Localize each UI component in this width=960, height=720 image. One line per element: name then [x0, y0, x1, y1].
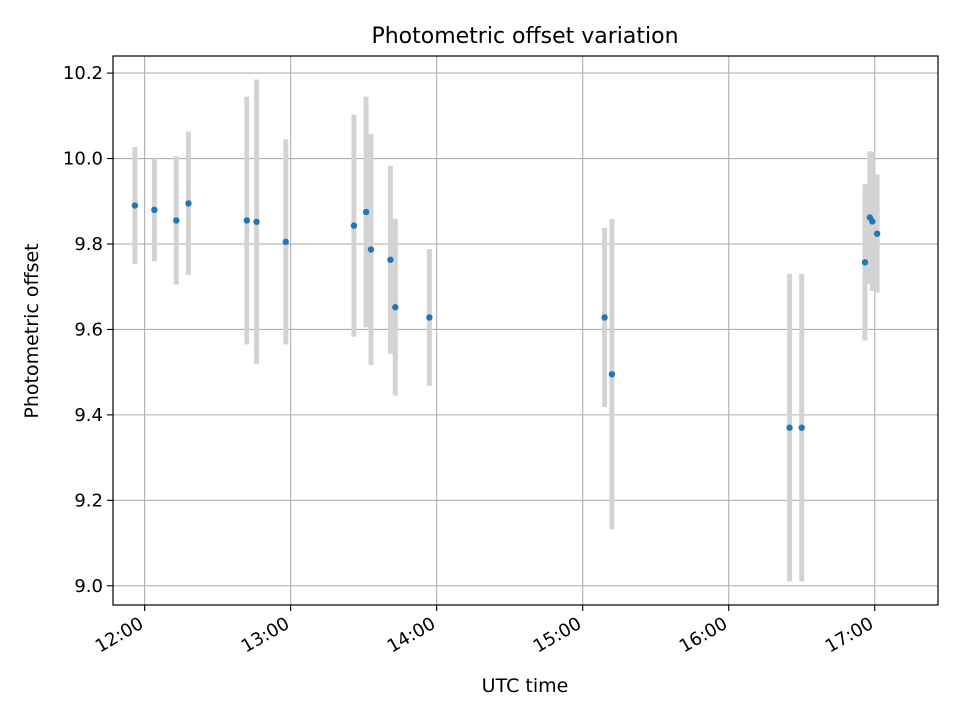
data-point	[869, 218, 876, 225]
data-point	[173, 217, 180, 224]
data-point	[185, 200, 192, 207]
x-tick-label: 16:00	[676, 613, 731, 657]
data-point	[873, 230, 881, 237]
y-tick-label: 10.2	[63, 63, 103, 84]
data-point	[350, 222, 358, 229]
y-axis-label: Photometric offset	[21, 243, 43, 418]
data-point	[601, 314, 608, 321]
data-point	[282, 238, 289, 246]
y-tick-label: 9.8	[74, 234, 103, 255]
error-bars	[132, 79, 880, 582]
plot-frame	[112, 55, 939, 606]
x-tick-label: 12:00	[92, 613, 147, 657]
y-tick-label: 9.4	[74, 405, 103, 426]
data-point	[387, 256, 394, 263]
data-point	[253, 218, 260, 225]
data-point	[608, 371, 616, 378]
data-point	[861, 259, 869, 266]
data-point	[362, 208, 370, 216]
y-tick-label: 9.2	[74, 490, 103, 511]
data-point	[426, 314, 433, 321]
y-tick-label: 10.0	[63, 149, 103, 170]
x-axis-label: UTC time	[482, 675, 569, 697]
data-point	[392, 304, 399, 311]
data-point	[243, 217, 251, 224]
data-point	[798, 424, 805, 431]
x-tick-label: 15:00	[530, 613, 585, 657]
data-point	[151, 206, 158, 214]
data-points	[131, 200, 881, 431]
chart-title: Photometric offset variation	[371, 24, 678, 49]
x-tick-label: 17:00	[822, 613, 877, 657]
y-tick-label: 9.0	[74, 576, 103, 597]
x-tick-label: 13:00	[238, 613, 293, 657]
data-point	[367, 246, 375, 253]
y-tick-label: 9.6	[74, 319, 103, 340]
data-point	[786, 424, 793, 431]
grid-lines	[113, 56, 938, 605]
data-point	[131, 202, 139, 209]
axis-ticks: 12:00 13:00 14:00 15:00 16:00 17:00 9.0 9.2 9.4 9…	[63, 63, 877, 657]
x-tick-label: 14:00	[384, 613, 439, 657]
